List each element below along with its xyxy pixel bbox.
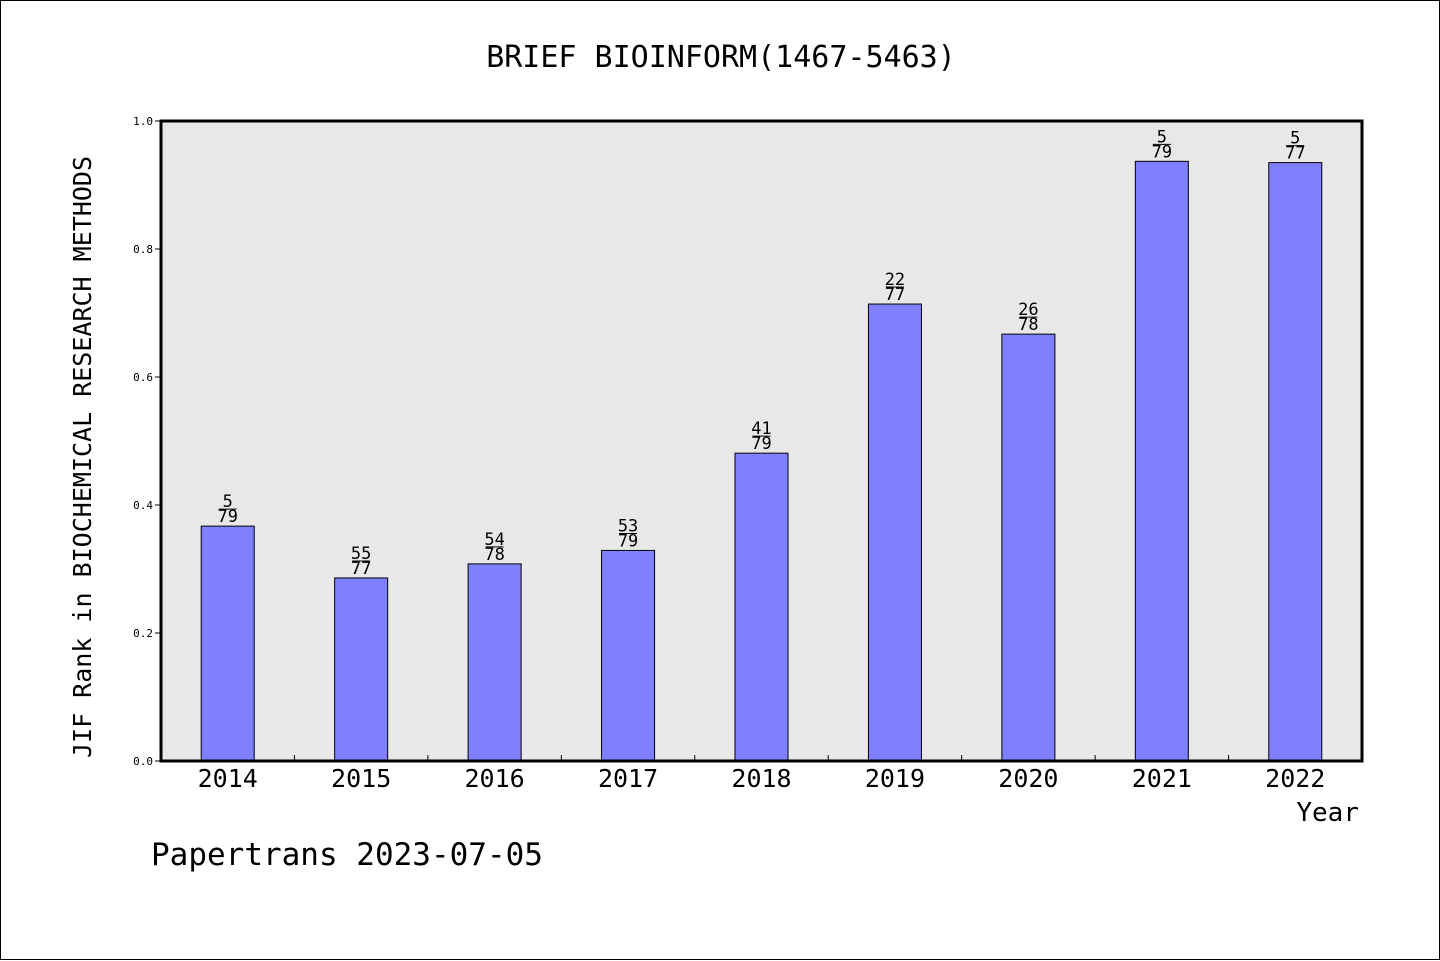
bar-2018 <box>734 452 789 762</box>
bar-2020 <box>1001 333 1056 762</box>
y-tick-label: 1.0 <box>133 115 153 128</box>
bar-2016 <box>467 563 522 762</box>
data-label-numerator: 22 <box>885 270 905 290</box>
data-label-denominator: 79 <box>1152 142 1172 162</box>
x-tick-label-2022: 2022 <box>1265 764 1325 793</box>
data-label-denominator: 77 <box>885 285 905 305</box>
bar-2019 <box>867 303 922 762</box>
y-tick-label: 0.4 <box>133 499 153 512</box>
data-label-numerator: 41 <box>751 419 771 439</box>
bars-layer <box>200 160 1323 762</box>
data-label-denominator: 79 <box>217 507 237 527</box>
ticks-layer: 0.0 0.2 0.4 0.6 0.8 1.0 2014 2015 2016 2017 2018 20… <box>133 115 1325 793</box>
y-tick-label: 0.8 <box>133 243 153 256</box>
footer-credit: Papertrans 2023-07-05 <box>151 837 543 873</box>
data-label-numerator: 5 <box>1290 129 1300 149</box>
data-label-numerator: 55 <box>351 544 371 564</box>
y-tick-label: 0.2 <box>133 627 153 640</box>
data-label-denominator: 78 <box>1018 315 1038 335</box>
x-tick-label-2019: 2019 <box>865 764 925 793</box>
data-label-numerator: 53 <box>618 516 638 536</box>
x-tick-label-2016: 2016 <box>465 764 525 793</box>
data-label-denominator: 78 <box>484 545 504 565</box>
bar-2021 <box>1134 160 1189 762</box>
data-label-denominator: 79 <box>618 531 638 551</box>
data-label-denominator: 77 <box>1285 144 1305 164</box>
x-tick-label-2018: 2018 <box>731 764 791 793</box>
data-label-numerator: 5 <box>223 492 233 512</box>
data-label-numerator: 54 <box>484 530 504 550</box>
x-tick-label-2015: 2015 <box>331 764 391 793</box>
x-tick-label-2017: 2017 <box>598 764 658 793</box>
y-tick-label: 0.6 <box>133 371 153 384</box>
data-label-numerator: 26 <box>1018 300 1038 320</box>
y-tick-label: 0.0 <box>133 755 153 768</box>
data-label-denominator: 79 <box>751 434 771 454</box>
data-label-numerator: 5 <box>1157 127 1167 147</box>
bar-2022 <box>1268 162 1323 762</box>
x-tick-label-2021: 2021 <box>1132 764 1192 793</box>
bar-2015 <box>334 577 389 762</box>
x-tick-label-2014: 2014 <box>198 764 258 793</box>
plot-border <box>159 119 1364 763</box>
x-axis-label: Year <box>1296 798 1359 828</box>
x-tick-label-2020: 2020 <box>998 764 1058 793</box>
data-label-denominator: 77 <box>351 559 371 579</box>
bar-2017 <box>601 549 656 762</box>
chart-title: BRIEF BIOINFORM(1467-5463) <box>486 40 956 75</box>
bar-2014 <box>200 525 255 762</box>
y-axis-label: JIF Rank in BIOCHEMICAL RESEARCH METHODS <box>68 156 97 758</box>
